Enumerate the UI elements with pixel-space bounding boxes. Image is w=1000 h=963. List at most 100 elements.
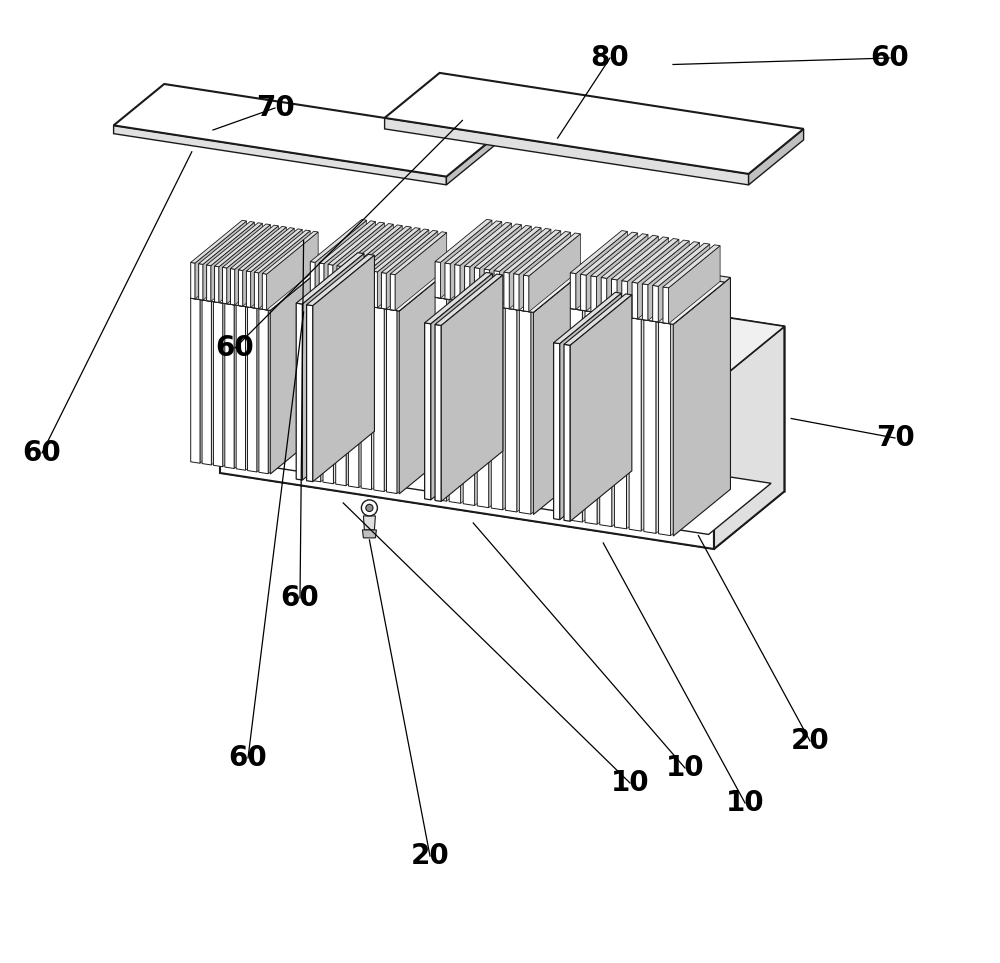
Polygon shape <box>361 305 372 489</box>
Polygon shape <box>475 256 532 506</box>
Polygon shape <box>564 294 632 346</box>
Polygon shape <box>390 232 447 274</box>
Text: 80: 80 <box>591 44 629 72</box>
Polygon shape <box>262 231 318 274</box>
Polygon shape <box>302 253 364 481</box>
Polygon shape <box>310 298 321 482</box>
Polygon shape <box>641 273 698 532</box>
Polygon shape <box>346 225 402 268</box>
Polygon shape <box>348 303 359 487</box>
Polygon shape <box>254 273 259 308</box>
Polygon shape <box>234 258 291 468</box>
Text: 60: 60 <box>23 439 61 467</box>
Polygon shape <box>324 221 376 299</box>
Polygon shape <box>319 263 324 299</box>
Polygon shape <box>307 254 374 305</box>
Polygon shape <box>570 267 725 325</box>
Polygon shape <box>627 240 679 317</box>
Polygon shape <box>504 230 561 273</box>
Polygon shape <box>663 287 669 324</box>
Polygon shape <box>435 250 591 312</box>
Polygon shape <box>230 226 286 270</box>
Polygon shape <box>669 246 720 324</box>
Polygon shape <box>245 260 303 470</box>
Polygon shape <box>319 221 376 264</box>
Polygon shape <box>445 221 502 264</box>
Polygon shape <box>425 323 431 500</box>
Polygon shape <box>653 285 658 322</box>
Polygon shape <box>611 279 617 316</box>
Text: 20: 20 <box>791 727 829 755</box>
Polygon shape <box>191 263 195 299</box>
Polygon shape <box>328 264 333 300</box>
Polygon shape <box>638 241 689 319</box>
Text: 10: 10 <box>726 789 764 817</box>
Polygon shape <box>570 308 582 522</box>
Polygon shape <box>248 307 257 472</box>
Polygon shape <box>504 273 509 309</box>
Polygon shape <box>600 361 607 523</box>
Polygon shape <box>227 226 278 303</box>
Polygon shape <box>581 274 586 311</box>
Polygon shape <box>337 266 342 302</box>
Polygon shape <box>607 236 658 314</box>
Polygon shape <box>642 284 648 321</box>
Polygon shape <box>749 129 804 185</box>
Polygon shape <box>381 273 386 309</box>
Polygon shape <box>195 221 247 299</box>
Polygon shape <box>387 309 397 493</box>
Polygon shape <box>489 259 546 508</box>
Polygon shape <box>514 231 571 274</box>
Polygon shape <box>425 273 492 324</box>
Polygon shape <box>494 228 551 272</box>
Polygon shape <box>601 277 607 314</box>
Polygon shape <box>313 255 374 482</box>
Polygon shape <box>355 269 360 305</box>
Polygon shape <box>480 226 531 304</box>
Polygon shape <box>607 308 674 523</box>
Polygon shape <box>554 293 621 344</box>
Text: 60: 60 <box>216 334 254 362</box>
Polygon shape <box>235 227 286 305</box>
Polygon shape <box>524 275 529 312</box>
Polygon shape <box>484 227 541 270</box>
Polygon shape <box>268 263 325 474</box>
Polygon shape <box>347 268 414 482</box>
Polygon shape <box>585 311 597 524</box>
Polygon shape <box>223 256 280 467</box>
Polygon shape <box>270 264 327 474</box>
Polygon shape <box>211 254 269 465</box>
Polygon shape <box>477 288 544 503</box>
Polygon shape <box>310 255 451 311</box>
Polygon shape <box>296 252 364 304</box>
Polygon shape <box>114 84 497 176</box>
Polygon shape <box>267 232 318 310</box>
Polygon shape <box>259 231 310 308</box>
Polygon shape <box>290 250 784 491</box>
Polygon shape <box>517 263 574 512</box>
Text: 10: 10 <box>611 769 649 797</box>
Polygon shape <box>321 252 378 482</box>
Polygon shape <box>399 264 456 494</box>
Polygon shape <box>220 250 784 384</box>
Polygon shape <box>465 224 521 267</box>
Polygon shape <box>243 228 294 306</box>
Polygon shape <box>355 226 411 270</box>
Polygon shape <box>648 243 700 321</box>
Polygon shape <box>446 135 497 185</box>
Polygon shape <box>374 307 384 491</box>
Polygon shape <box>342 224 393 302</box>
Polygon shape <box>254 230 310 273</box>
Polygon shape <box>663 245 720 288</box>
Polygon shape <box>465 266 470 302</box>
Polygon shape <box>435 255 585 312</box>
Polygon shape <box>328 222 384 265</box>
Polygon shape <box>203 222 255 300</box>
Polygon shape <box>554 343 560 520</box>
Polygon shape <box>586 233 638 311</box>
Polygon shape <box>659 322 671 535</box>
Polygon shape <box>461 254 518 504</box>
Polygon shape <box>225 303 234 468</box>
Polygon shape <box>431 273 492 500</box>
Polygon shape <box>581 232 638 275</box>
